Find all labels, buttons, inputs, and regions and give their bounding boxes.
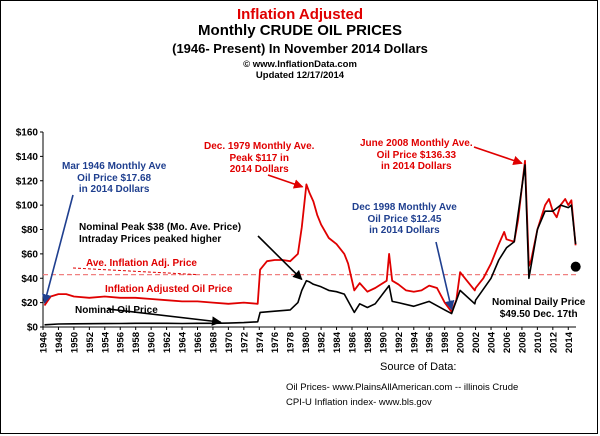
arrow-mar-1946: [42, 194, 74, 304]
x-tick-label: 1962: [162, 332, 173, 353]
x-tick-label: 2000: [456, 332, 467, 353]
x-tick-label: 2004: [487, 331, 498, 353]
x-tick-label: 1992: [394, 332, 405, 353]
x-tick-label: 1988: [363, 332, 374, 353]
arrow-june-2008: [473, 146, 523, 166]
x-tick-label: 2012: [548, 332, 559, 353]
x-tick-label: 1964: [178, 331, 189, 353]
x-tick-label: 1994: [409, 331, 420, 353]
x-tick-label: 2010: [533, 332, 544, 353]
arrow-dec-1998: [435, 241, 455, 311]
x-tick-label: 1946: [39, 332, 50, 353]
source-heading: Source of Data:: [380, 361, 457, 373]
source-cpi: CPI-U Inflation index- www.bls.gov: [286, 397, 432, 408]
y-tick-label: $140: [16, 152, 39, 163]
annotation-nominal-daily-price: Nominal Daily Price $49.50 Dec. 17th: [492, 297, 586, 320]
title-line-3: (1946- Present) In November 2014 Dollars: [172, 41, 428, 56]
x-tick-label: 1960: [147, 332, 158, 353]
x-tick-label: 1966: [193, 332, 204, 353]
x-tick-label: 1948: [54, 332, 65, 353]
x-tick-label: 1958: [131, 332, 142, 353]
x-tick-label: 1950: [69, 332, 80, 353]
x-tick-label: 1980: [301, 332, 312, 353]
x-tick-label: 1986: [347, 332, 358, 353]
annotation-nominal-peak: Nominal Peak $38 (Mo. Ave. Price) Intrad…: [79, 222, 242, 245]
average-label-leader: [72, 267, 198, 276]
x-tick-label: 1954: [100, 331, 111, 353]
arrow-nominal-series: [107, 308, 222, 326]
y-tick-label: $0: [27, 323, 39, 334]
title-line-2: Monthly CRUDE OIL PRICES: [198, 22, 402, 39]
x-tick-label: 1956: [116, 332, 127, 353]
x-tick-label: 2008: [517, 332, 528, 353]
x-tick-label: 1996: [425, 332, 436, 353]
x-tick-label: 1952: [85, 332, 96, 353]
label-average-price: Ave. Inflation Adj. Price: [86, 258, 197, 269]
x-tick-label: 2006: [502, 332, 513, 353]
daily-price-dot: [570, 261, 581, 272]
x-tick-label: 2002: [471, 332, 482, 353]
label-nominal-series: Nominal Oil Price: [75, 305, 158, 316]
x-tick-label: 1990: [378, 332, 389, 353]
arrow-nominal-peak: [257, 235, 303, 281]
x-tick-label: 1968: [208, 332, 219, 353]
x-tick-label: 1972: [239, 332, 250, 353]
y-tick-label: $100: [16, 201, 39, 212]
x-tick-label: 1976: [270, 332, 281, 353]
y-tick-label: $160: [16, 128, 39, 139]
annotation-mar-1946: Mar 1946 Monthly Ave Oil Price $17.68 in…: [62, 161, 167, 195]
y-tick-label: $80: [21, 225, 38, 236]
x-tick-label: 1984: [332, 331, 343, 353]
annotation-dec-1979-peak: Dec. 1979 Monthly Ave. Peak $117 in 2014…: [204, 141, 315, 175]
x-tick-label: 2014: [564, 331, 575, 353]
y-tick-label: $60: [21, 249, 38, 260]
inflation-adjusted-line: [43, 159, 577, 313]
x-tick-label: 1974: [255, 331, 266, 353]
y-tick-label: $20: [21, 298, 38, 309]
source-oil-prices: Oil Prices- www.PlainsAllAmerican.com --…: [286, 382, 519, 393]
y-tick-label: $120: [16, 176, 39, 187]
x-tick-label: 1982: [317, 332, 328, 353]
annotation-dec-1998-low: Dec 1998 Monthly Ave Oil Price $12.45 in…: [352, 202, 457, 236]
y-tick-label: $40: [21, 274, 38, 285]
updated-line: Updated 12/17/2014: [255, 70, 345, 81]
copyright-line: © www.InflationData.com: [243, 59, 357, 70]
title-line-1: Inflation Adjusted: [236, 6, 364, 23]
nominal-price-line: [44, 164, 577, 326]
annotation-june-2008-peak: June 2008 Monthly Ave. Oil Price $136.33…: [360, 138, 473, 172]
x-tick-label: 1998: [440, 332, 451, 353]
label-inflation-adjusted-series: Inflation Adjusted Oil Price: [105, 284, 233, 295]
x-tick-label: 1970: [224, 332, 235, 353]
arrow-dec-1979: [267, 174, 304, 189]
x-tick-label: 1978: [286, 332, 297, 353]
